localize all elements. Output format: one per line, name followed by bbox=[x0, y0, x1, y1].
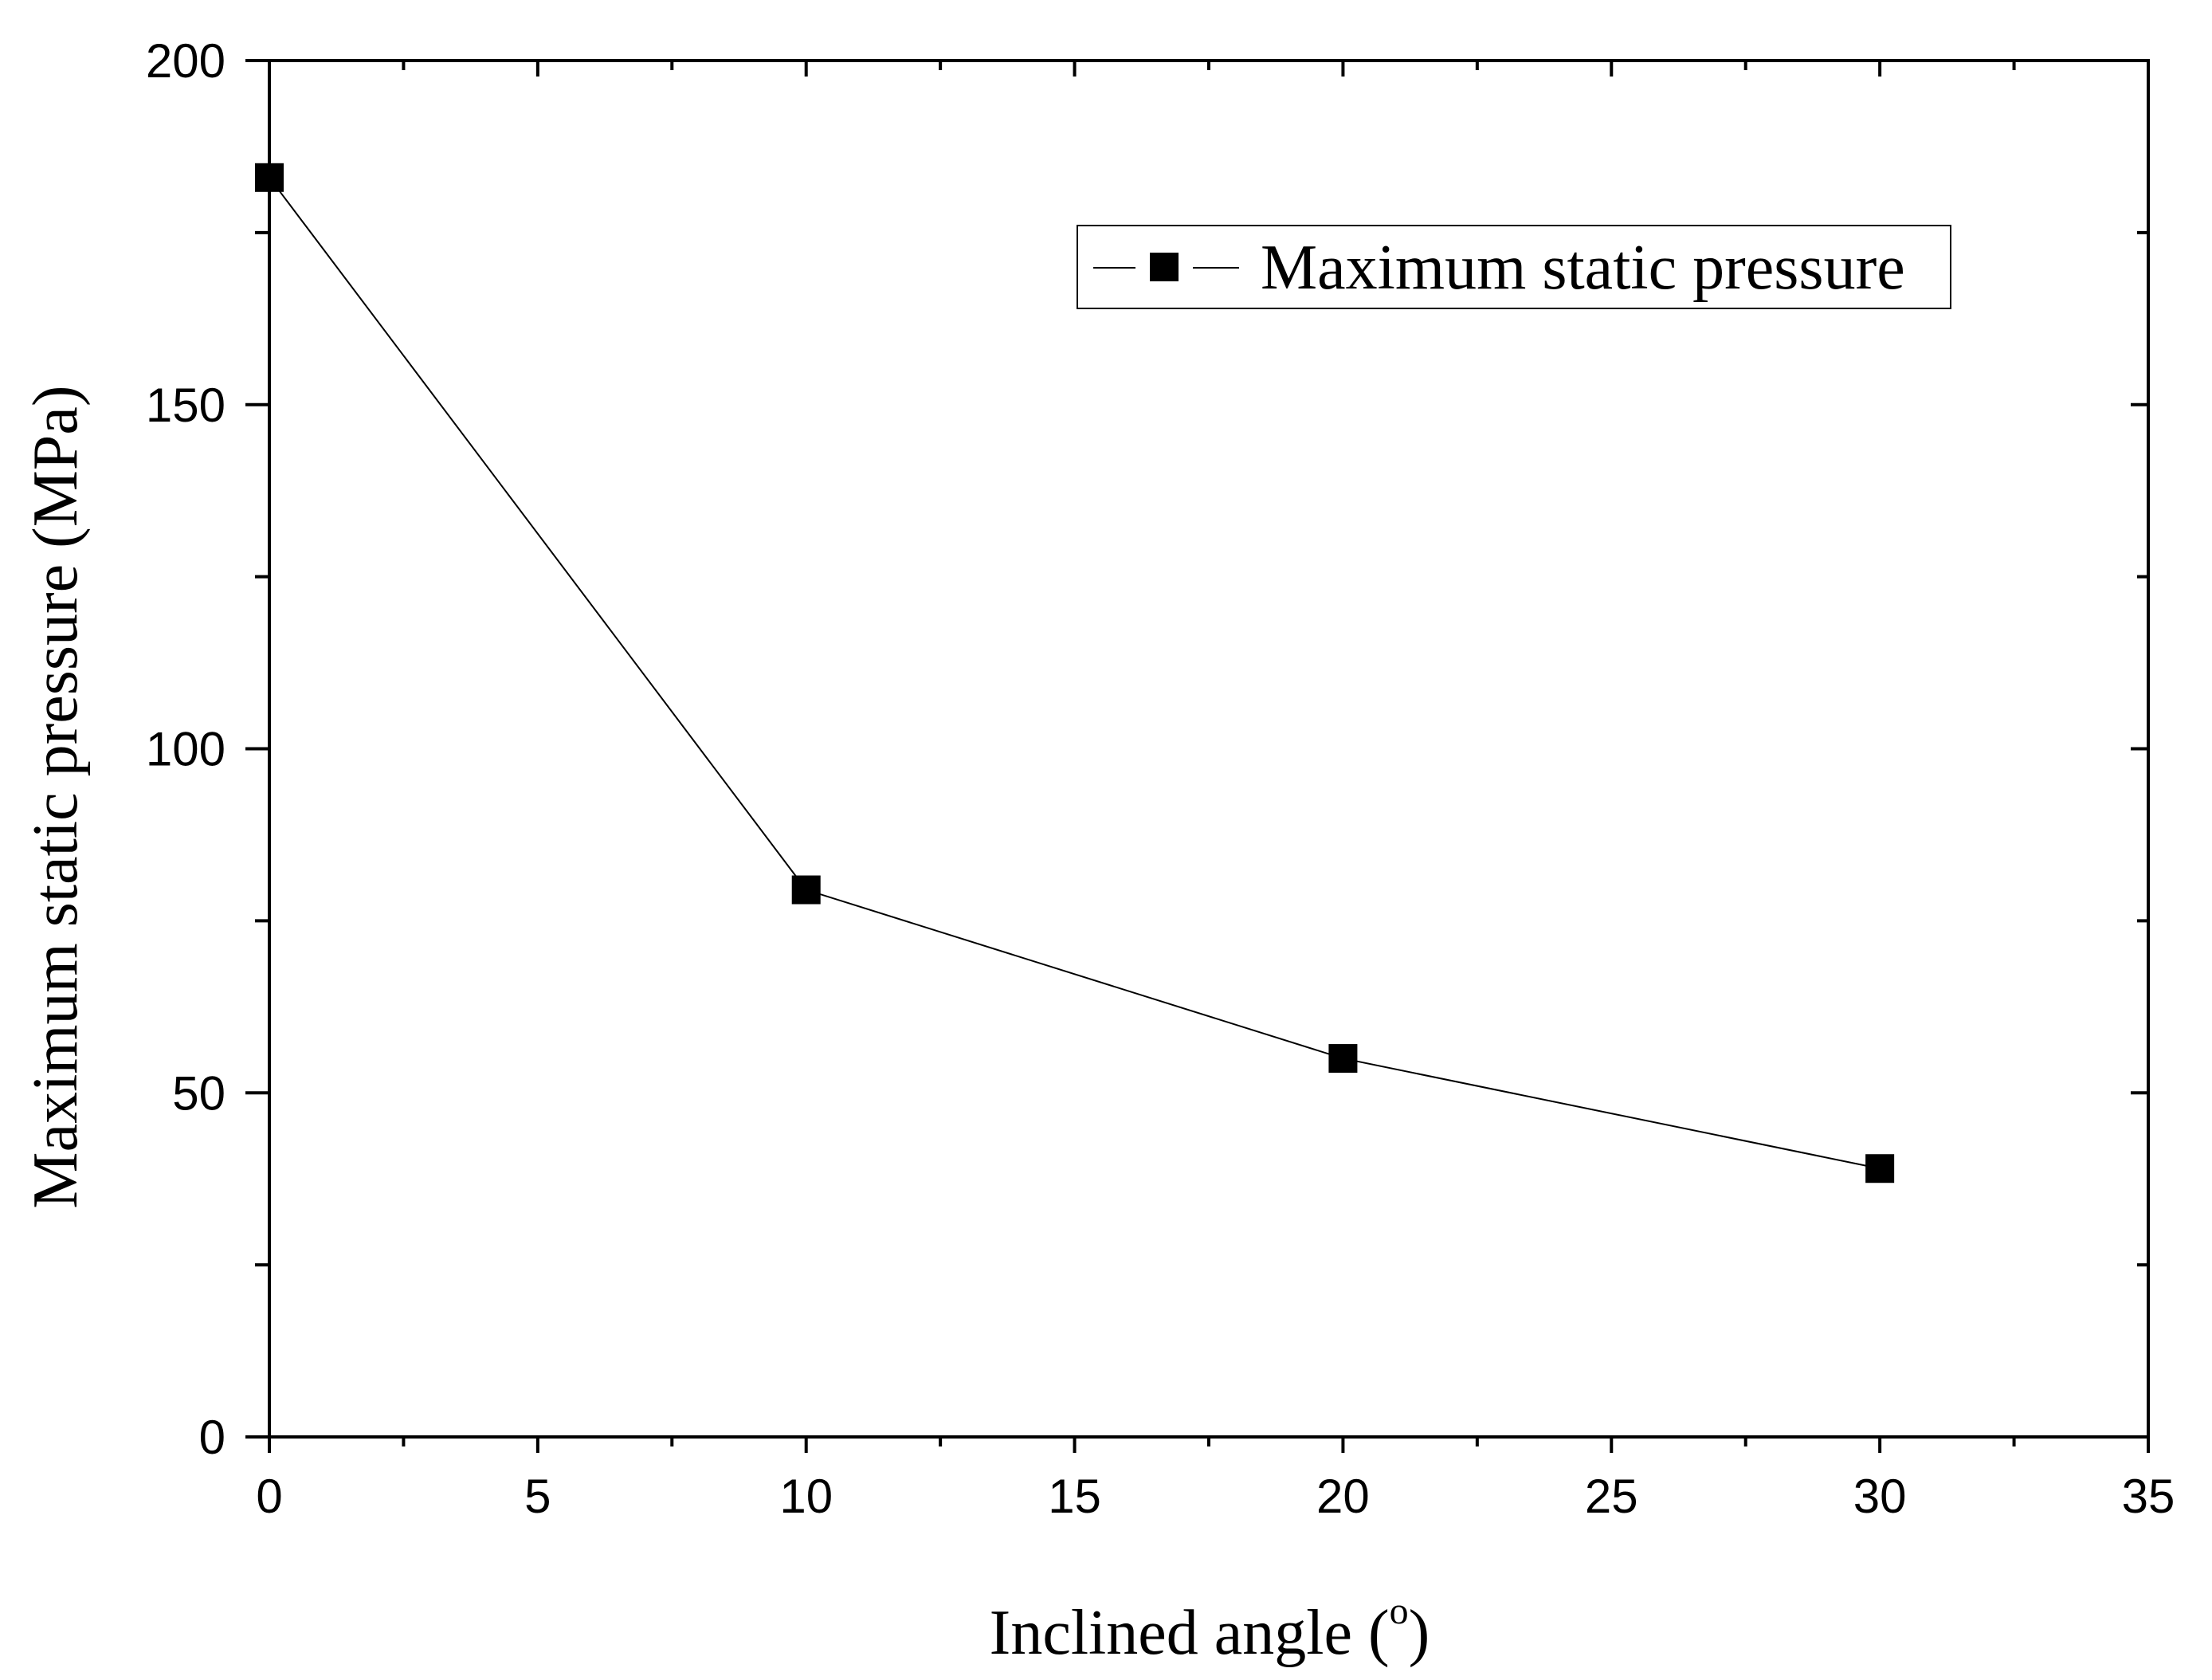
y-axis-title: Maximum static pressure (MPa) bbox=[21, 385, 91, 1208]
y-tick-label: 0 bbox=[199, 1411, 226, 1464]
y-tick-label: 150 bbox=[146, 379, 226, 432]
series-line bbox=[269, 177, 1881, 1170]
x-axis-title-close: ) bbox=[1409, 1598, 1430, 1668]
x-axis-title: Inclined angle (o) bbox=[990, 1590, 1430, 1668]
data-series bbox=[255, 163, 1895, 1183]
plot-frame bbox=[268, 59, 2150, 1439]
x-tick-label: 35 bbox=[2122, 1470, 2175, 1523]
y-tick-label: 100 bbox=[146, 723, 226, 776]
x-tick-label: 20 bbox=[1316, 1470, 1370, 1523]
legend: Maximum static pressure bbox=[1077, 225, 1951, 309]
data-point bbox=[1865, 1154, 1895, 1183]
x-tick-label: 10 bbox=[779, 1470, 833, 1523]
x-tick-label: 15 bbox=[1048, 1470, 1101, 1523]
x-axis-title-main: Inclined angle ( bbox=[990, 1598, 1390, 1668]
svg-text:Inclined angle (o): Inclined angle (o) bbox=[990, 1590, 1430, 1668]
data-point bbox=[1328, 1044, 1358, 1074]
x-tick-label: 25 bbox=[1585, 1470, 1638, 1523]
axis-ticks: 0 5 10 15 20 25 30 35 0 50 100 150 200 bbox=[146, 34, 2175, 1523]
data-point bbox=[791, 875, 821, 905]
degree-symbol: o bbox=[1390, 1590, 1409, 1632]
y-tick-label: 200 bbox=[146, 34, 226, 88]
x-tick-label: 5 bbox=[524, 1470, 551, 1523]
legend-label: Maximum static pressure bbox=[1261, 233, 1905, 303]
y-tick-label: 50 bbox=[172, 1066, 226, 1120]
x-tick-label: 0 bbox=[256, 1470, 282, 1523]
legend-marker-square bbox=[1150, 253, 1179, 281]
x-tick-label: 30 bbox=[1853, 1470, 1907, 1523]
